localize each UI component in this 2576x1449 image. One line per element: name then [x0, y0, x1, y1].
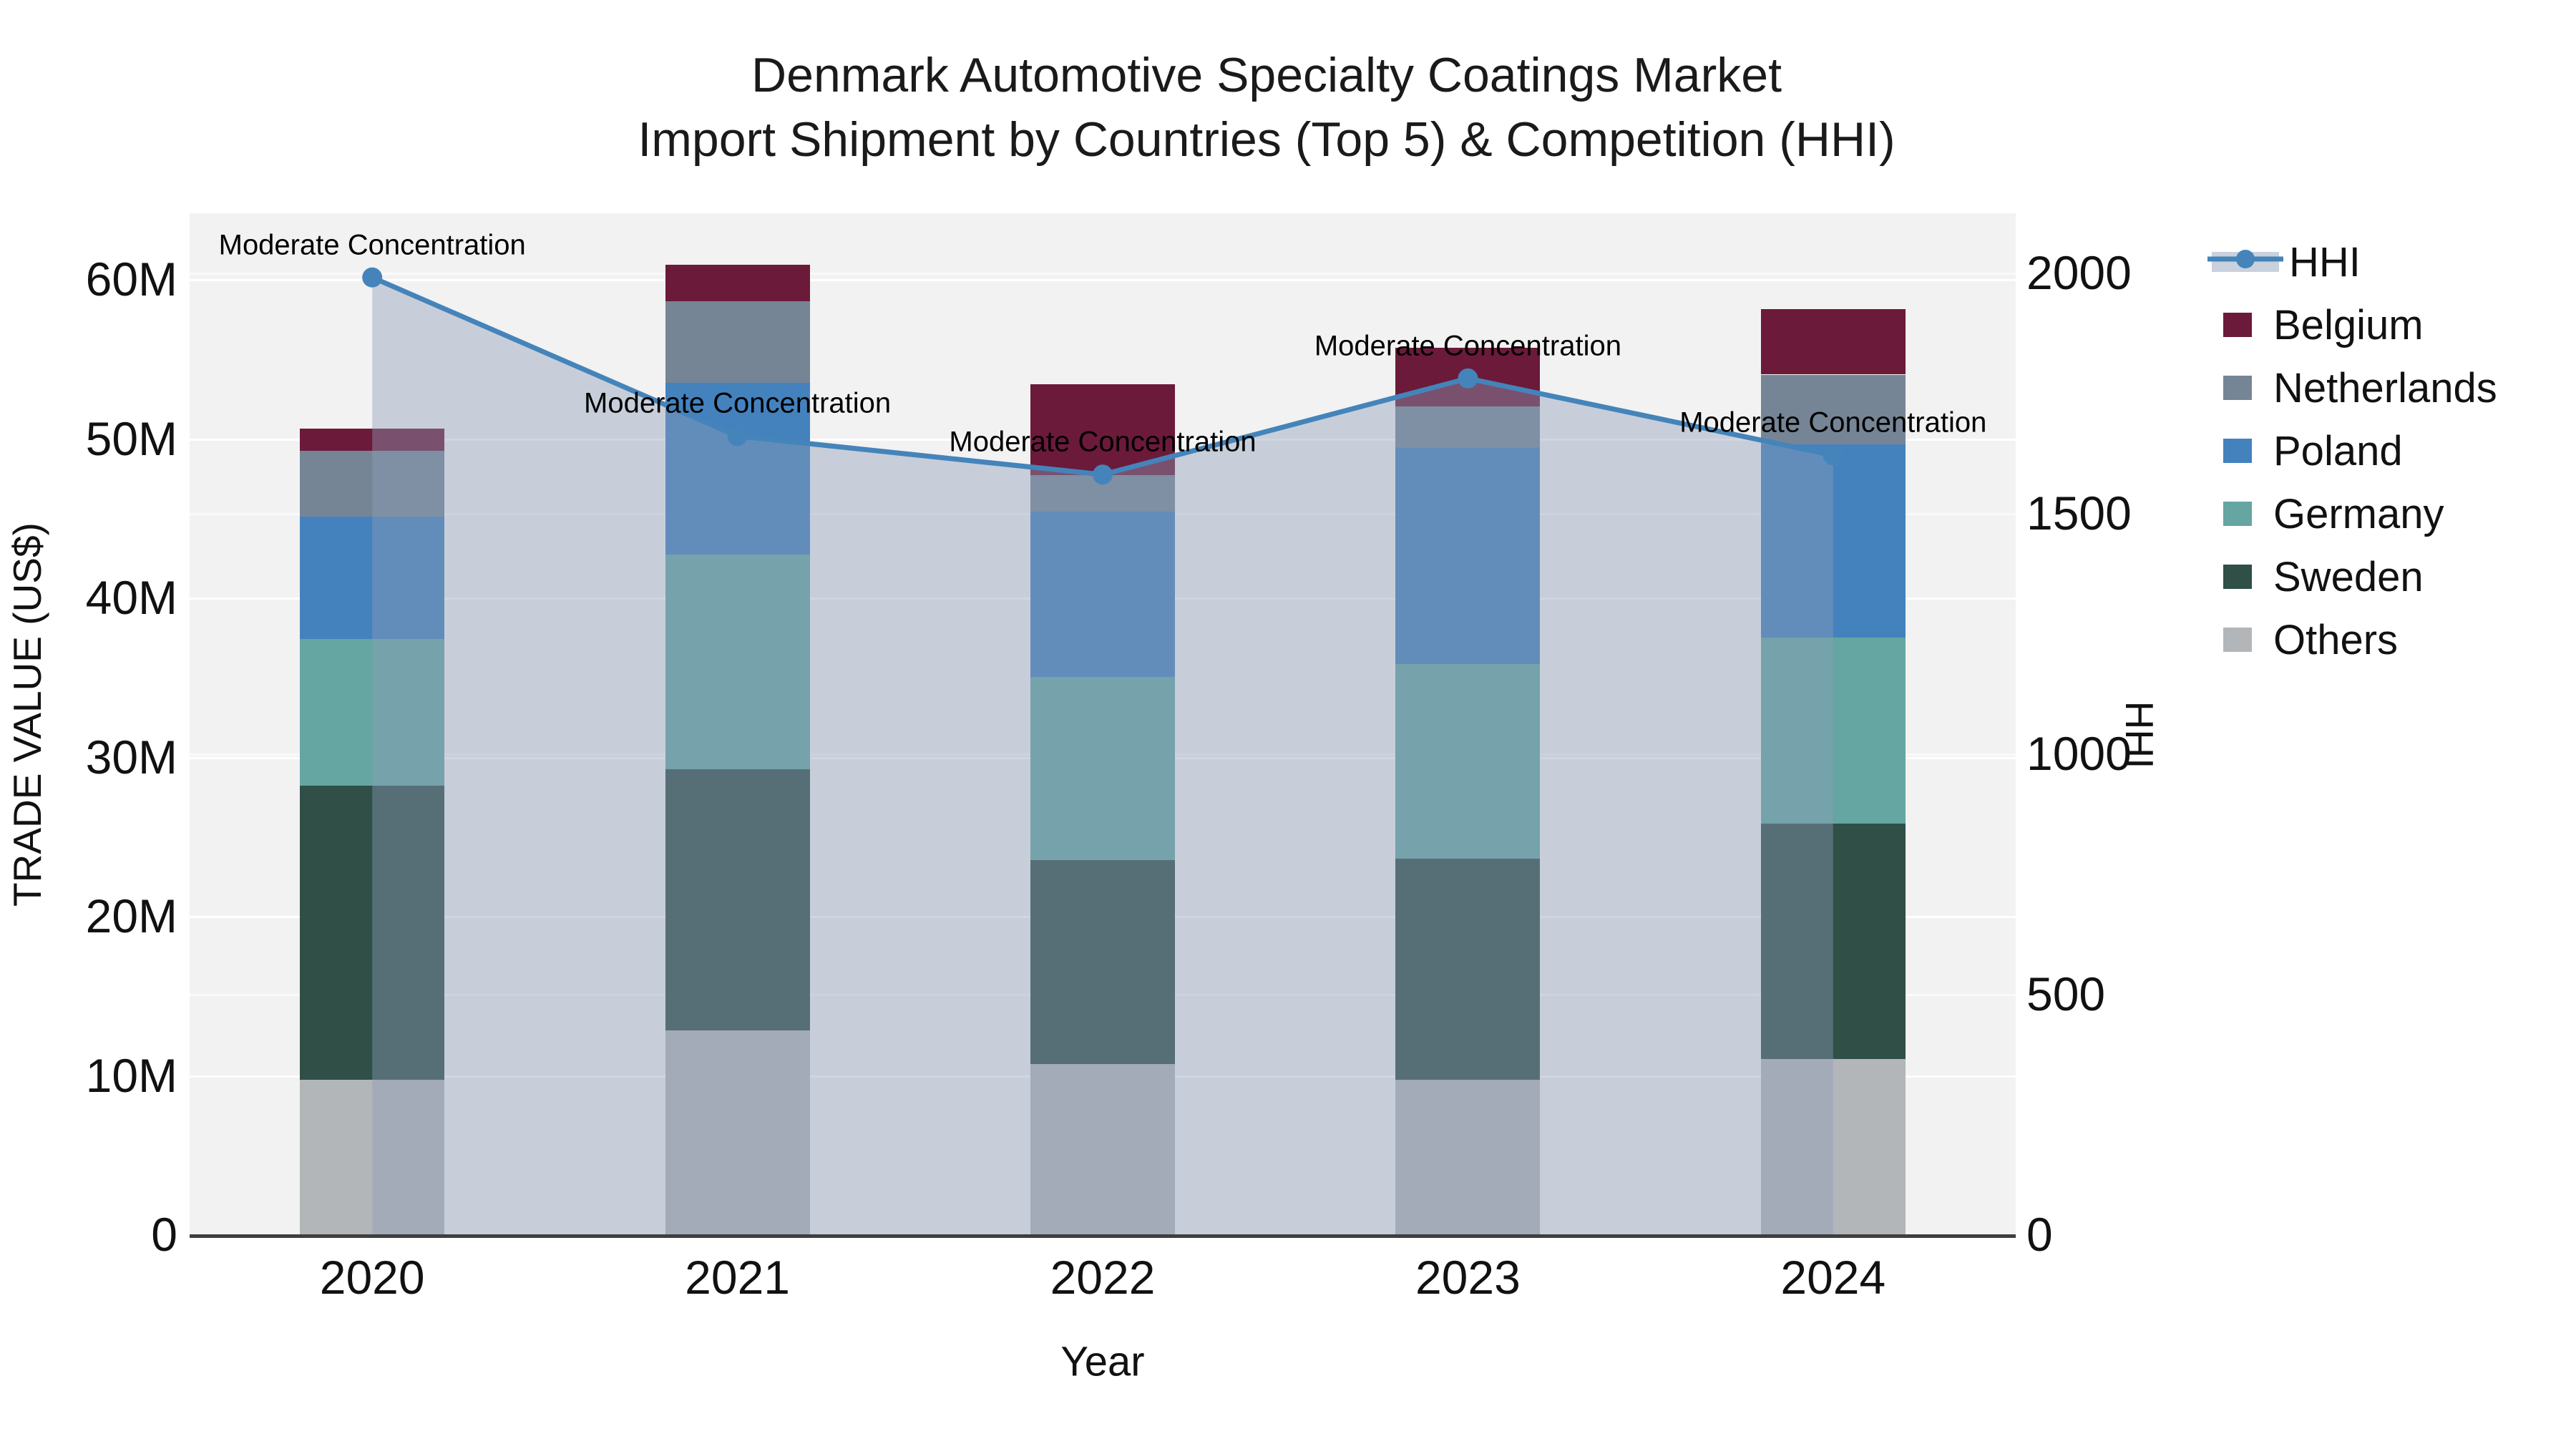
legend: HHI Belgium Netherlands Poland Germany Sweden… [2207, 230, 2497, 671]
bar-segment-sweden-2020 [300, 785, 445, 1080]
legend-swatch-germany [2223, 502, 2252, 526]
bar-segment-others-2024 [1760, 1059, 1906, 1234]
bar-segment-others-2021 [665, 1030, 810, 1234]
right-tick-1500: 1500 [2026, 487, 2132, 540]
left-tick-40M: 40M [85, 571, 177, 624]
legend-item-belgium[interactable]: Belgium [2207, 293, 2497, 356]
legend-swatch-sweden [2223, 565, 2252, 589]
legend-item-hhi[interactable]: HHI [2207, 230, 2497, 293]
bar-segment-sweden-2023 [1395, 858, 1541, 1080]
right-tick-0: 0 [2026, 1208, 2053, 1261]
legend-swatch-belgium [2223, 313, 2252, 337]
legend-swatch-others [2223, 628, 2252, 652]
legend-item-others[interactable]: Others [2207, 608, 2497, 671]
bar-segment-netherlands-2021 [665, 301, 810, 383]
right-tick-2000: 2000 [2026, 246, 2132, 299]
bar-segment-poland-2020 [300, 516, 445, 639]
annotation-moderate-concentration-2020: Moderate Concentration [218, 229, 526, 261]
chart-title-line2: Import Shipment by Countries (Top 5) & C… [638, 112, 1896, 167]
chart-title-line1: Denmark Automotive Specialty Coatings Ma… [751, 48, 1782, 102]
legend-item-germany[interactable]: Germany [2207, 482, 2497, 545]
left-tick-30M: 30M [85, 730, 177, 784]
gridline-left-60M [190, 279, 2016, 281]
x-axis-line [190, 1234, 2016, 1238]
chart-title: Denmark Automotive Specialty Coatings Ma… [638, 43, 1895, 172]
bar-segment-sweden-2022 [1030, 860, 1175, 1064]
x-tick-2024: 2024 [1780, 1251, 1886, 1304]
legend-label-hhi: HHI [2289, 238, 2361, 286]
hhi-legend-dot [2236, 250, 2255, 268]
x-axis-title: Year [1060, 1338, 1145, 1385]
legend-swatch-netherlands [2223, 376, 2252, 400]
legend-label-belgium: Belgium [2273, 301, 2424, 348]
bar-segment-netherlands-2020 [300, 451, 445, 517]
bar-segment-germany-2022 [1030, 677, 1175, 861]
legend-label-poland: Poland [2273, 427, 2403, 474]
bar-segment-germany-2021 [665, 554, 810, 770]
right-tick-1000: 1000 [2026, 727, 2132, 780]
annotation-moderate-concentration-2023: Moderate Concentration [1314, 330, 1621, 362]
x-tick-2023: 2023 [1415, 1251, 1521, 1304]
x-tick-2020: 2020 [319, 1251, 425, 1304]
legend-label-sweden: Sweden [2273, 553, 2424, 600]
left-axis-title: TRADE VALUE (US$) [5, 522, 49, 907]
bar-segment-belgium-2024 [1760, 309, 1906, 375]
legend-label-germany: Germany [2273, 490, 2444, 537]
bar-segment-poland-2022 [1030, 511, 1175, 678]
legend-label-netherlands: Netherlands [2273, 364, 2497, 411]
bar-segment-others-2020 [300, 1080, 445, 1234]
bar-segment-germany-2020 [300, 638, 445, 786]
left-tick-50M: 50M [85, 411, 177, 465]
left-tick-60M: 60M [85, 253, 177, 306]
left-tick-0: 0 [151, 1208, 177, 1261]
bar-segment-germany-2024 [1760, 637, 1906, 824]
bar-segment-sweden-2021 [665, 769, 810, 1031]
left-tick-10M: 10M [85, 1048, 177, 1102]
right-axis-title: HHI [2117, 701, 2162, 769]
annotation-moderate-concentration-2022: Moderate Concentration [949, 426, 1257, 458]
legend-label-others: Others [2273, 616, 2399, 663]
gridline-right-2000 [190, 273, 2016, 275]
hhi-legend-band [2212, 252, 2279, 272]
bar-segment-poland-2024 [1760, 444, 1906, 638]
annotation-moderate-concentration-2021: Moderate Concentration [584, 387, 892, 419]
hhi-line-sample-icon [2207, 248, 2283, 276]
legend-item-sweden[interactable]: Sweden [2207, 545, 2497, 608]
bar-segment-belgium-2020 [300, 429, 445, 452]
right-tick-500: 500 [2026, 967, 2106, 1020]
legend-swatch-poland [2223, 439, 2252, 463]
bar-segment-netherlands-2023 [1395, 406, 1541, 448]
bar-segment-others-2022 [1030, 1063, 1175, 1234]
bar-segment-germany-2023 [1395, 664, 1541, 859]
annotation-moderate-concentration-2024: Moderate Concentration [1679, 406, 1987, 439]
bar-segment-sweden-2024 [1760, 823, 1906, 1060]
legend-item-netherlands[interactable]: Netherlands [2207, 356, 2497, 419]
legend-item-poland[interactable]: Poland [2207, 419, 2497, 482]
x-tick-2021: 2021 [685, 1251, 791, 1304]
bar-segment-others-2023 [1395, 1080, 1541, 1234]
x-tick-2022: 2022 [1050, 1251, 1156, 1304]
left-tick-20M: 20M [85, 889, 177, 942]
bar-segment-belgium-2021 [665, 264, 810, 302]
bar-segment-netherlands-2022 [1030, 474, 1175, 512]
bar-segment-poland-2023 [1395, 447, 1541, 665]
